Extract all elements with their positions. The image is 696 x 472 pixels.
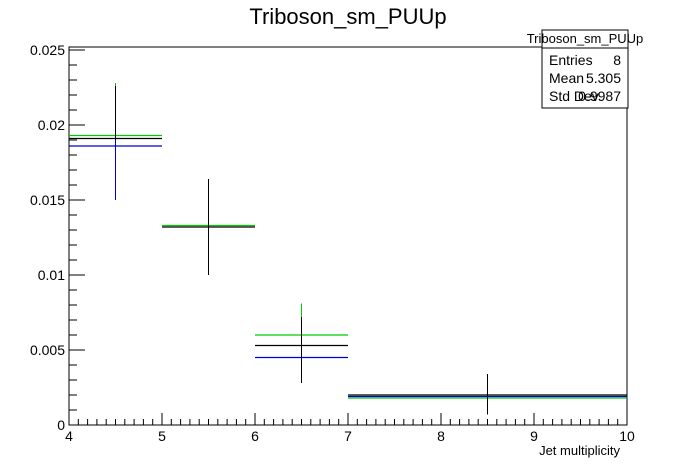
- y-tick-label: 0.005: [30, 342, 65, 358]
- stats-stddev-label: Std Dev: [549, 88, 599, 104]
- stats-stddev-value: 0.9987: [578, 88, 621, 104]
- stats-box-frame: [541, 29, 629, 109]
- stats-box-title: Triboson_sm_PUUp: [527, 31, 644, 46]
- x-tick-label: 9: [530, 428, 538, 444]
- x-tick-label: 10: [619, 428, 635, 444]
- stats-entries-value: 8: [613, 52, 621, 68]
- x-tick-label: 5: [158, 428, 166, 444]
- y-tick-label: 0.02: [38, 117, 65, 133]
- stats-mean-value: 5.305: [586, 70, 621, 86]
- x-tick-label: 7: [344, 428, 352, 444]
- stats-box: Triboson_sm_PUUp Entries 8 Mean 5.305 St…: [527, 29, 644, 109]
- chart-title: Triboson_sm_PUUp: [249, 4, 446, 29]
- x-axis-title: Jet multiplicity: [539, 443, 620, 458]
- y-tick-label: 0.015: [30, 192, 65, 208]
- y-tick-label: 0: [57, 417, 65, 433]
- x-tick-label: 8: [437, 428, 445, 444]
- data-series: [69, 83, 627, 415]
- stats-entries-label: Entries: [549, 52, 593, 68]
- x-axis: 4 5 6 7 8 9 10: [65, 413, 635, 444]
- stats-mean-label: Mean: [549, 70, 584, 86]
- x-tick-label: 4: [65, 428, 73, 444]
- x-tick-label: 6: [251, 428, 259, 444]
- y-tick-label: 0.01: [38, 267, 65, 283]
- y-axis: 0 0.005 0.01 0.015 0.02 0.025: [30, 42, 85, 433]
- y-tick-label: 0.025: [30, 42, 65, 58]
